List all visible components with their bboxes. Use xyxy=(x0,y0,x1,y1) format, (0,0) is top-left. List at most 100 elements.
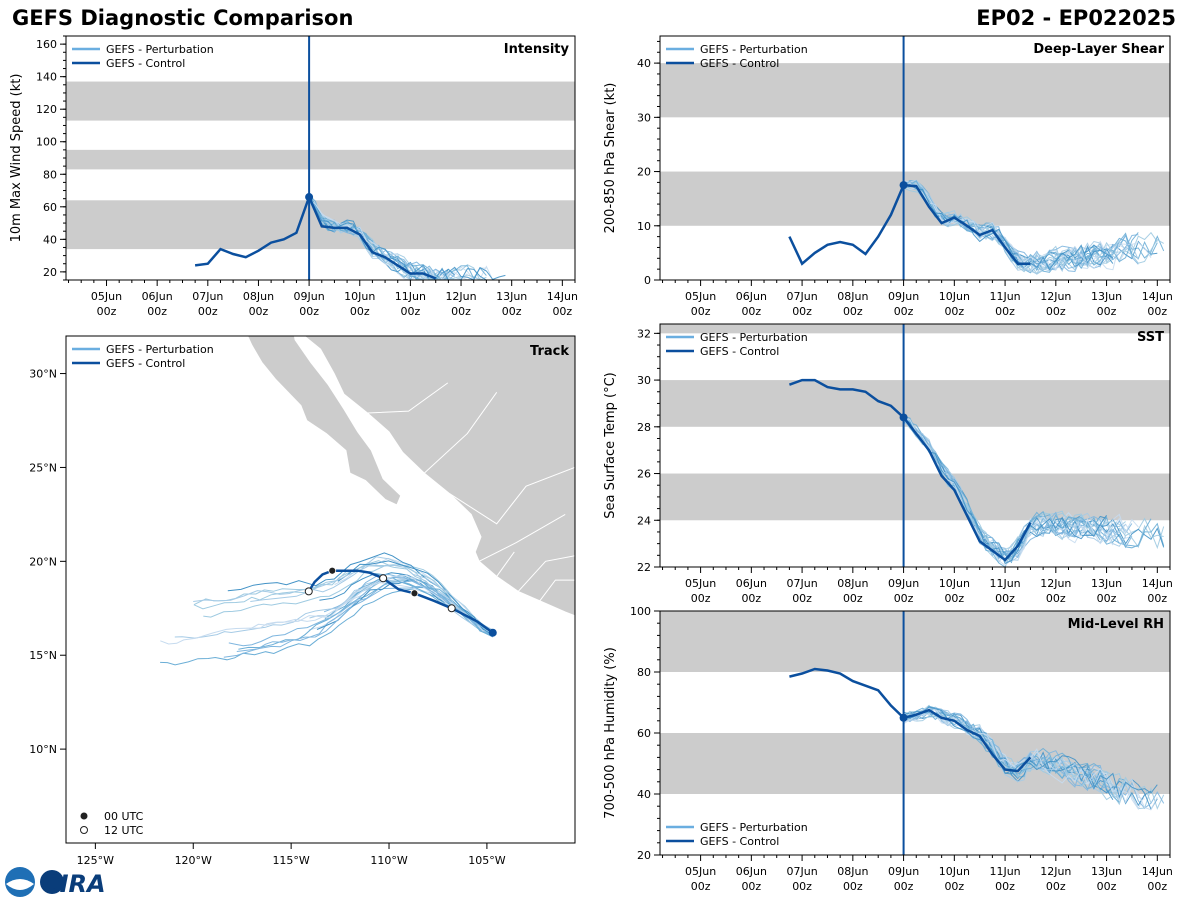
legend-00utc-marker xyxy=(80,812,88,820)
panel-intensity: 20 40 60 80 100 120 140 160 05Jun 00z 06Jun 00z 07Ju… xyxy=(9,35,578,318)
panel-title-intensity: Intensity xyxy=(504,42,570,57)
storm-id: EP02 - EP022025 xyxy=(976,6,1176,30)
y-tick-label: 80 xyxy=(43,168,57,181)
track-init-point xyxy=(488,628,497,637)
legend-control-label: GEFS - Control xyxy=(700,835,779,848)
x-tick-label-day: 14Jun xyxy=(1142,577,1173,590)
perturbation-track xyxy=(247,574,493,632)
legend-control-label: GEFS - Control xyxy=(106,357,185,370)
y-tick-label: 30°N xyxy=(29,368,57,381)
legend-control-label: GEFS - Control xyxy=(700,57,779,70)
x-tick-label-hour: 00z xyxy=(1097,592,1117,605)
perturbation-series-sst xyxy=(903,416,1139,567)
x-tick-label-day: 08Jun xyxy=(837,577,868,590)
x-tick-label-day: 09Jun xyxy=(294,290,325,303)
x-tick-label-day: 06Jun xyxy=(736,577,767,590)
y-tick-label: 100 xyxy=(36,136,57,149)
legend-perturbation-label: GEFS - Perturbation xyxy=(106,343,214,356)
x-tick-label-hour: 00z xyxy=(451,305,471,318)
noaa-wave-icon xyxy=(6,879,34,890)
perturbation-series-rh xyxy=(903,706,1158,799)
y-tick-label: 80 xyxy=(637,666,651,679)
x-tick-label-hour: 00z xyxy=(198,305,218,318)
x-tick-label-hour: 00z xyxy=(741,592,761,605)
state-border xyxy=(478,513,566,562)
init-point-sst xyxy=(899,413,908,422)
y-tick-label: 30 xyxy=(637,111,651,124)
x-tick-label-hour: 00z xyxy=(894,880,914,893)
x-tick-label-hour: 00z xyxy=(552,305,572,318)
perturbation-series-rh xyxy=(903,707,1139,809)
perturbation-series-rh xyxy=(903,711,1108,790)
x-tick-label-hour: 00z xyxy=(792,592,812,605)
legend-perturbation-label: GEFS - Perturbation xyxy=(700,331,808,344)
x-tick-label-hour: 00z xyxy=(894,592,914,605)
state-border xyxy=(423,392,498,474)
x-tick-label-hour: 00z xyxy=(299,305,319,318)
x-tick-label-hour: 00z xyxy=(792,305,812,318)
x-tick-label-day: 07Jun xyxy=(786,865,817,878)
x-tick-label-hour: 00z xyxy=(1097,880,1117,893)
x-tick-label-hour: 00z xyxy=(691,880,711,893)
x-tick-label-hour: 00z xyxy=(147,305,167,318)
marker-12utc xyxy=(379,574,388,583)
x-tick-label-hour: 00z xyxy=(1046,592,1066,605)
x-tick-label-day: 12Jun xyxy=(1040,577,1071,590)
panel-title-track: Track xyxy=(530,344,569,359)
x-tick-label-hour: 00z xyxy=(1046,880,1066,893)
x-tick-label-hour: 00z xyxy=(1046,305,1066,318)
y-tick-label: 24 xyxy=(637,514,651,527)
x-tick-label: 120°W xyxy=(175,854,212,867)
x-tick-label-day: 11Jun xyxy=(395,290,426,303)
band-shear-0 xyxy=(660,171,1170,226)
control-series-shear xyxy=(788,183,1031,266)
band-sst-2 xyxy=(660,324,1170,334)
perturbation-series-sst xyxy=(903,419,1108,565)
x-tick-label-hour: 00z xyxy=(97,305,117,318)
legend-perturbation-label: GEFS - Perturbation xyxy=(106,43,214,56)
x-tick-label-day: 05Jun xyxy=(91,290,122,303)
x-tick-label-hour: 00z xyxy=(995,592,1015,605)
band-sst-1 xyxy=(660,380,1170,427)
y-tick-label: 22 xyxy=(637,561,651,574)
state-border xyxy=(367,382,449,414)
x-tick-label-day: 13Jun xyxy=(1091,577,1122,590)
x-tick-label-day: 13Jun xyxy=(496,290,527,303)
panel-title-rh: Mid-Level RH xyxy=(1068,617,1164,632)
band-intensity-2 xyxy=(66,81,575,121)
y-tick-label: 25°N xyxy=(29,461,57,474)
perturbation-track xyxy=(223,580,494,658)
x-tick-label-hour: 00z xyxy=(944,592,964,605)
perturbation-series-shear xyxy=(903,184,1114,271)
x-tick-label-day: 10Jun xyxy=(939,865,970,878)
y-axis-label: 200-850 hPa Shear (kt) xyxy=(603,83,618,234)
x-tick-label-day: 09Jun xyxy=(888,577,919,590)
y-tick-label: 26 xyxy=(637,468,651,481)
x-tick-label: 125°W xyxy=(77,854,114,867)
state-border xyxy=(449,466,575,525)
x-tick-label-day: 13Jun xyxy=(1091,290,1122,303)
x-tick-label-day: 09Jun xyxy=(888,290,919,303)
x-tick-label-day: 07Jun xyxy=(786,290,817,303)
x-tick-label-hour: 00z xyxy=(894,305,914,318)
init-point-rh xyxy=(899,713,908,722)
legend-12utc-label: 12 UTC xyxy=(104,824,144,837)
perturbation-track xyxy=(337,560,494,636)
legend-control-label: GEFS - Control xyxy=(700,345,779,358)
legend-12utc-marker xyxy=(80,826,88,834)
perturbation-track xyxy=(160,576,494,645)
y-tick-label: 0 xyxy=(644,274,651,287)
x-tick-label-day: 06Jun xyxy=(736,290,767,303)
y-axis-label: 700-500 hPa Humidity (%) xyxy=(603,647,618,819)
y-tick-label: 20 xyxy=(43,266,57,279)
x-tick-label-day: 08Jun xyxy=(243,290,274,303)
x-tick-label-hour: 00z xyxy=(995,880,1015,893)
x-tick-label-day: 14Jun xyxy=(1142,865,1173,878)
legend-perturbation-label: GEFS - Perturbation xyxy=(700,821,808,834)
x-tick-label-day: 08Jun xyxy=(837,290,868,303)
y-tick-label: 10°N xyxy=(29,743,57,756)
x-tick-label-hour: 00z xyxy=(1097,305,1117,318)
perturbation-track xyxy=(193,560,494,635)
band-rh-1 xyxy=(660,611,1170,672)
legend-00utc-label: 00 UTC xyxy=(104,810,144,823)
